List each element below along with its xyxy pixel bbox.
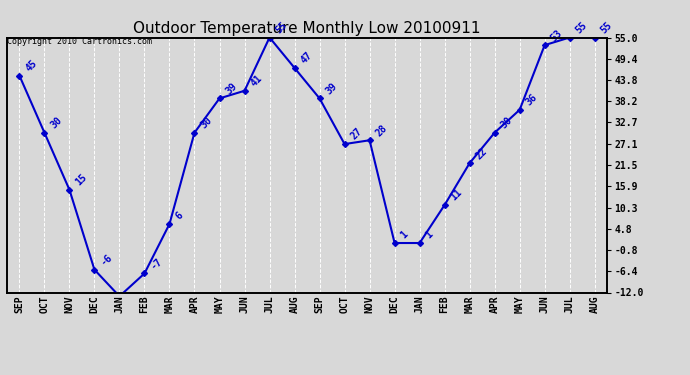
Text: -6: -6 <box>99 252 114 267</box>
Text: 55: 55 <box>574 20 589 35</box>
Text: 45: 45 <box>23 58 39 74</box>
Text: 6: 6 <box>174 211 185 222</box>
Text: Copyright 2010 Cartronics.com: Copyright 2010 Cartronics.com <box>7 38 152 46</box>
Text: 30: 30 <box>199 115 214 130</box>
Text: 36: 36 <box>524 92 539 108</box>
Title: Outdoor Temperature Monthly Low 20100911: Outdoor Temperature Monthly Low 20100911 <box>133 21 481 36</box>
Text: 47: 47 <box>299 50 314 66</box>
Text: 39: 39 <box>324 81 339 96</box>
Text: 30: 30 <box>499 115 514 130</box>
Text: 27: 27 <box>348 126 364 142</box>
Text: 55: 55 <box>274 20 289 35</box>
Text: 39: 39 <box>224 81 239 96</box>
Text: 55: 55 <box>599 20 614 35</box>
Text: 11: 11 <box>448 188 464 203</box>
Text: 53: 53 <box>549 28 564 43</box>
Text: 41: 41 <box>248 73 264 88</box>
Text: 15: 15 <box>74 172 89 188</box>
Text: 30: 30 <box>48 115 64 130</box>
Text: -13: -13 <box>0 374 1 375</box>
Text: 22: 22 <box>474 146 489 161</box>
Text: 1: 1 <box>424 230 435 241</box>
Text: -7: -7 <box>148 256 164 271</box>
Text: 1: 1 <box>399 230 410 241</box>
Text: 28: 28 <box>374 123 389 138</box>
